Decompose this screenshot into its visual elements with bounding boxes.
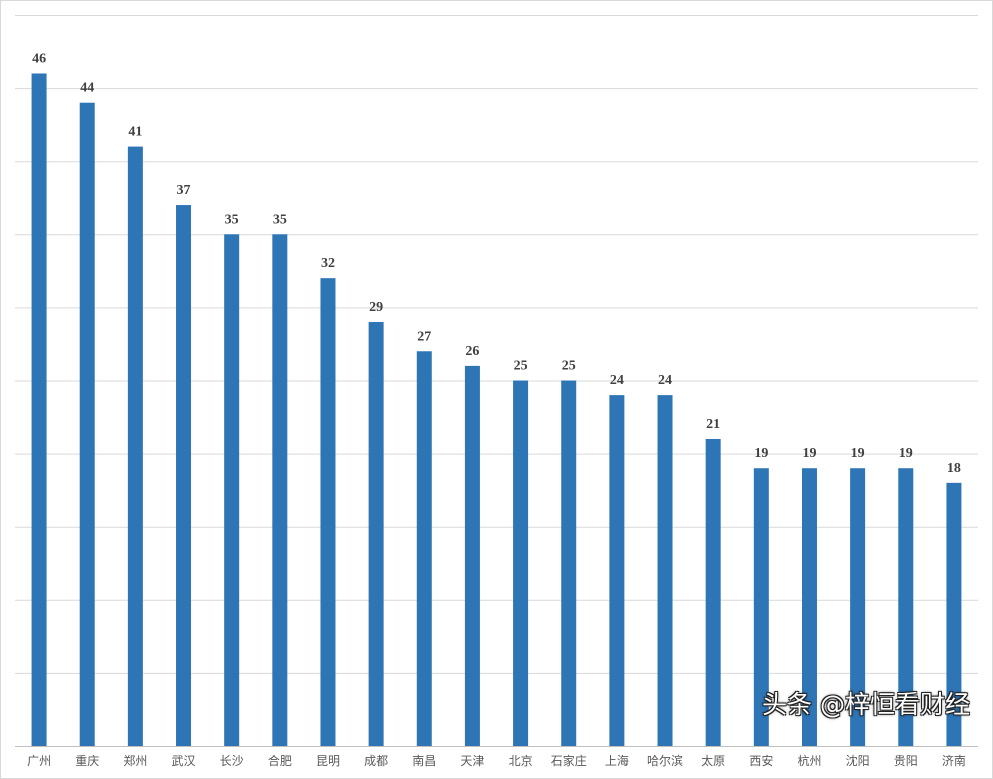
- data-label: 18: [947, 461, 961, 476]
- category-label: 重庆: [75, 754, 99, 768]
- bar: [320, 278, 336, 746]
- data-label: 35: [273, 212, 287, 227]
- data-label: 44: [80, 81, 94, 96]
- category-label: 武汉: [172, 754, 196, 768]
- category-label: 成都: [364, 754, 388, 768]
- data-label: 27: [417, 329, 431, 344]
- bar: [850, 468, 866, 746]
- category-label: 昆明: [316, 754, 340, 768]
- bar: [176, 205, 192, 746]
- bar: [898, 468, 914, 746]
- data-label: 32: [321, 256, 335, 271]
- bar: [224, 234, 240, 747]
- bar: [657, 395, 673, 746]
- gridlines: [15, 15, 978, 747]
- watermark: 头条 @梓恒看财经: [762, 690, 970, 719]
- data-label: 29: [369, 300, 383, 315]
- data-labels: 46 44 41 37 35 35 32 29 27 26 25 25 24 24 21 19 19 19 19 18: [32, 51, 961, 475]
- category-label: 合肥: [268, 753, 292, 768]
- bar: [464, 365, 480, 746]
- category-label: 贵阳: [894, 754, 918, 768]
- category-label: 杭州: [797, 753, 821, 768]
- category-label: 天津: [460, 754, 484, 768]
- category-label: 南昌: [412, 753, 436, 768]
- bar: [31, 73, 47, 747]
- data-label: 25: [514, 359, 528, 374]
- data-label: 35: [225, 212, 239, 227]
- category-label: 郑州: [123, 753, 147, 768]
- data-label: 19: [802, 446, 816, 461]
- category-label: 上海: [605, 753, 629, 768]
- category-label: 石家庄: [551, 753, 587, 768]
- category-label: 长沙: [220, 754, 244, 768]
- data-label: 26: [465, 344, 479, 359]
- data-label: 19: [899, 446, 913, 461]
- bar: [79, 102, 95, 747]
- data-label: 25: [562, 359, 576, 374]
- category-label: 沈阳: [846, 753, 870, 768]
- category-labels: 广州 重庆 郑州 武汉 长沙 合肥 昆明 成都 南昌 天津 北京 石家庄 上海 哈尔滨 太原 西安 杭州 沈阳 贵阳…: [27, 753, 966, 768]
- data-label: 37: [177, 183, 191, 198]
- data-label: 21: [706, 417, 720, 432]
- data-label: 41: [128, 125, 142, 140]
- category-label: 北京: [509, 754, 533, 768]
- data-label: 19: [851, 446, 865, 461]
- data-label: 24: [658, 373, 672, 388]
- category-label: 太原: [701, 753, 725, 768]
- bar: [127, 146, 143, 746]
- bar: [368, 322, 384, 746]
- bar: [416, 351, 432, 746]
- bar: [705, 438, 721, 746]
- bar: [801, 468, 817, 746]
- bar: [609, 395, 625, 746]
- bars: [31, 73, 962, 747]
- bar: [753, 468, 769, 746]
- data-label: 46: [32, 51, 46, 66]
- category-label: 哈尔滨: [647, 753, 683, 768]
- category-label: 济南: [942, 753, 966, 768]
- bar: [272, 234, 288, 747]
- bar: [513, 380, 529, 746]
- data-label: 24: [610, 373, 624, 388]
- category-label: 西安: [749, 753, 773, 768]
- category-label: 广州: [27, 754, 51, 768]
- data-label: 19: [754, 446, 768, 461]
- bar: [946, 482, 962, 746]
- bar: [561, 380, 577, 746]
